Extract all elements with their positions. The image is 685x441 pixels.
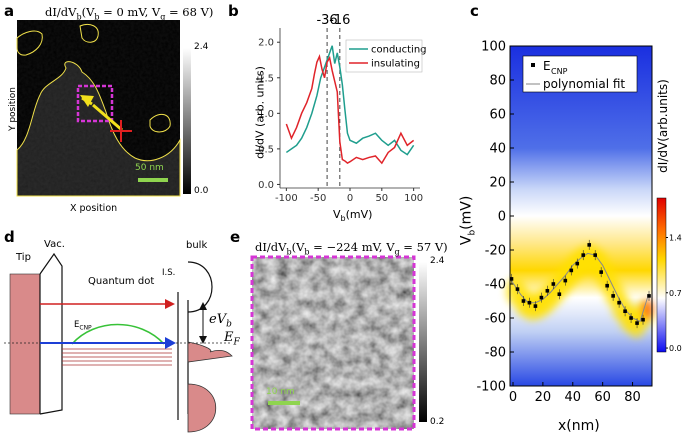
panel-b-ytick-label: 0.0: [258, 180, 274, 191]
panel-c-ylabel: Vb(mV): [458, 195, 478, 246]
panel-c-ecnp-point: [593, 253, 597, 257]
panel-b-xtick-label: -100: [275, 193, 298, 204]
panel-c-legend-fit: polynomial fit: [543, 77, 625, 91]
panel-c-colorbar: [656, 197, 667, 353]
panel-c-ytick-label: -100: [476, 380, 506, 395]
panel-c-xtick-label: 0: [509, 390, 517, 405]
panel-b-ytick-label: 2.0: [258, 38, 274, 49]
panel-c-ecnp-point: [629, 316, 633, 320]
quantum-dot-label: Quantum dot: [88, 276, 155, 287]
panel-c-ecnp-point: [623, 309, 627, 313]
panel-b-legend-label: insulating: [371, 59, 420, 70]
panel-e-scalebar-label: 10 nm: [266, 387, 295, 397]
panel-c-ecnp-point: [533, 304, 538, 308]
panel-c-ecnp-point: [557, 292, 562, 296]
panel-b-ytick-label: 0.5: [258, 144, 274, 155]
panel-b-legend-label: conducting: [371, 45, 427, 56]
panel-c-ytick-label: 100: [481, 40, 506, 55]
panel-c-ecnp-point: [515, 287, 520, 291]
panel-c-ecnp-point: [575, 261, 580, 266]
panel-c-ytick-label: 80: [489, 74, 506, 89]
panel-b-xtick-label: -50: [310, 193, 326, 204]
panel-c-ecnp-point: [635, 321, 639, 325]
panel-c-ytick-label: 40: [489, 142, 506, 157]
panel-c-ytick-label: 0: [498, 210, 506, 225]
bulk-label: bulk: [186, 240, 208, 251]
panel-c-ytick-label: -60: [485, 312, 506, 327]
panel-c-ytick-label: 60: [489, 108, 506, 123]
panel-b-series-conducting: [285, 45, 415, 156]
panel-label-d: d: [4, 228, 15, 246]
ef-label: EF: [224, 330, 240, 348]
panel-c-xtick-label: 40: [565, 390, 582, 405]
panel-c-legend-ecnp: E: [543, 59, 551, 73]
tip-label: Tip: [16, 252, 31, 263]
panel-c-ecnp-point: [539, 295, 544, 300]
panel-label-b: b: [228, 2, 239, 20]
panel-c-ecnp-point: [569, 268, 574, 273]
panel-c-ecnp-point: [521, 299, 526, 303]
panel-a-cbar-max: 2.4: [194, 42, 209, 52]
panel-c-cbar-tick-label: 1.4: [669, 233, 682, 242]
panel-c-ecnp-point: [509, 277, 514, 281]
panel-c-ecnp-point: [527, 300, 532, 305]
panel-a-scalebar-label: 50 nm: [135, 163, 164, 173]
panel-e-cbar-max: 2.4: [430, 256, 445, 266]
panel-a-title: dI/dVb(Vb = 0 mV, Vg = 68 V): [45, 5, 214, 22]
panel-c-cbar-label: dI/dV(arb.units): [656, 79, 670, 173]
panel-c-ecnp-point: [647, 294, 651, 298]
panel-c-ecnp-point: [563, 278, 568, 283]
vac-label: Vac.: [44, 239, 65, 250]
panel-c-ecnp-point: [641, 317, 645, 322]
panel-c-ecnp-point: [617, 300, 621, 305]
panel-c-xtick-label: 60: [594, 390, 611, 405]
panel-c-ecnp-point: [551, 282, 556, 286]
panel-c-xtick-label: 80: [624, 390, 641, 405]
panel-c-ytick-label: 20: [489, 176, 506, 191]
panel-label-c: c: [470, 2, 479, 20]
panel-c-ecnp-point: [611, 294, 615, 298]
panel-e-title: dI/dVb(Vb = −224 mV, Vg = 57 V): [255, 240, 448, 257]
panel-b-xtick-label: 100: [404, 193, 423, 204]
panel-c-ecnp-point: [587, 243, 592, 247]
panel-c-ytick-label: -80: [485, 346, 506, 361]
panel-b-ytick-label: 1.5: [258, 73, 274, 84]
panel-c-ecnp-point: [605, 283, 609, 288]
panel-b-marker-label: -36: [316, 13, 337, 28]
panel-a-cbar-min: 0.0: [194, 186, 209, 196]
panel-a-x-axis-label: X position: [70, 203, 118, 214]
panel-c-heat-hot: [641, 299, 654, 320]
panel-c-ytick-label: -40: [485, 278, 506, 293]
panel-c-xtick-label: 20: [535, 390, 552, 405]
panel-c-cbar-tick-label: 0.7: [669, 289, 682, 298]
is-label: I.S.: [162, 268, 176, 278]
panel-c-ecnp-point: [581, 253, 586, 257]
panel-b-xlabel: Vb(mV): [333, 208, 373, 224]
panel-b-series-insulating: [285, 53, 415, 165]
panel-b-marker-label: -16: [329, 13, 350, 28]
panel-c-ytick-label: -20: [485, 244, 506, 259]
panel-label-e: e: [230, 228, 241, 246]
panel-c-legend-ecnp-sub: CNP: [551, 67, 568, 76]
evb-label: eVb: [209, 312, 232, 330]
panel-b-xtick-label: 50: [375, 193, 388, 204]
panel-b-ytick-label: 1.0: [258, 109, 274, 120]
panel-c-ecnp-point: [599, 270, 603, 274]
panel-c-legend-box: [522, 55, 638, 93]
ecnp-label: ECNP: [74, 320, 92, 332]
panel-c-xlabel: x(nm): [558, 418, 600, 434]
panel-b-legend-box: [345, 39, 423, 73]
panel-c-legend-marker: [531, 63, 535, 67]
panel-c-cbar-tick-label: 0.0: [669, 344, 682, 353]
panel-c-ecnp-point: [545, 289, 550, 293]
panel-b-xtick-label: 0: [347, 193, 353, 204]
panel-e-cbar-min: 0.2: [430, 417, 445, 427]
panel-label-a: a: [4, 2, 15, 20]
